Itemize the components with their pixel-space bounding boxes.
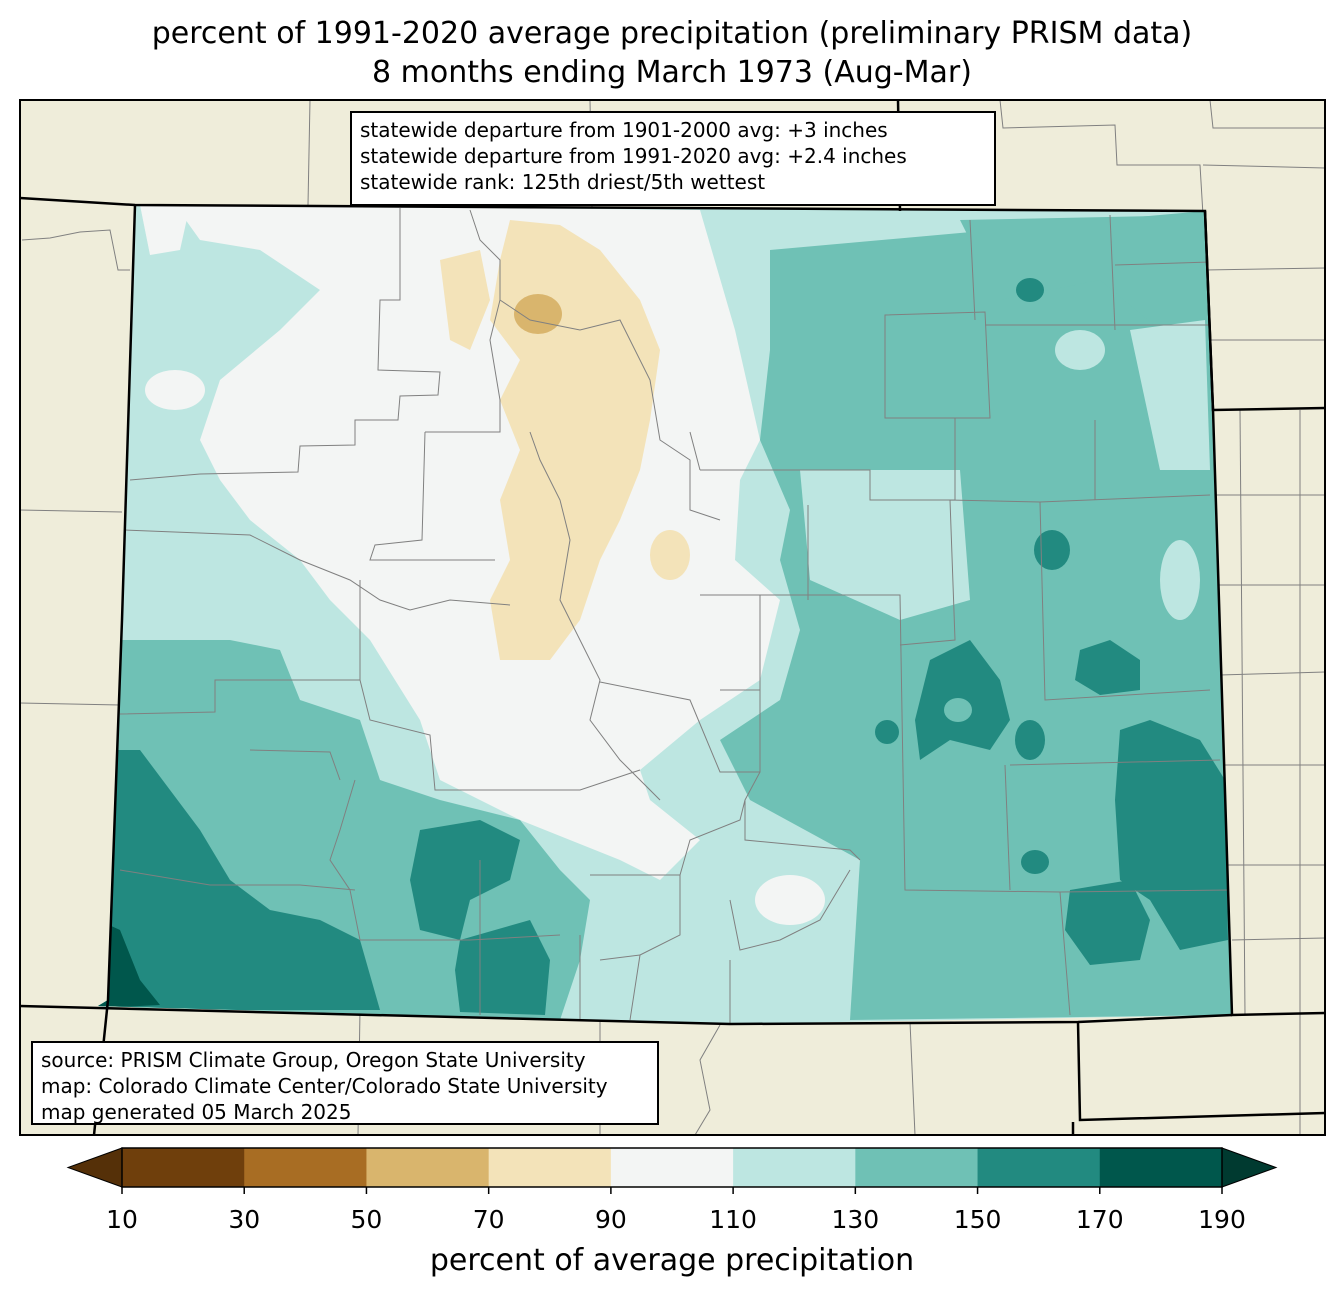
colorbar-segment xyxy=(855,1148,979,1187)
zone-90-110-nw xyxy=(140,205,190,255)
colorbar-segment xyxy=(122,1148,245,1187)
map-title-line-1: percent of 1991-2020 average precipitati… xyxy=(151,16,1193,51)
zone-hole xyxy=(944,698,972,722)
zone-150-170-sw3 xyxy=(455,920,550,1015)
zone-150-170-e5 xyxy=(1015,720,1045,760)
zone-130-150-ne xyxy=(960,215,1210,330)
colorbar-tick-label: 150 xyxy=(953,1205,1002,1234)
stats-departure-1901-2000: statewide departure from 1901-2000 avg: … xyxy=(360,118,888,142)
colorbar-segment xyxy=(977,1148,1101,1187)
colorbar-tick-label: 70 xyxy=(472,1205,505,1234)
zone-150-170-e3 xyxy=(1034,530,1070,570)
colorbar-tick-label: 110 xyxy=(709,1205,757,1234)
map-title-line-2: 8 months ending March 1973 (Aug-Mar) xyxy=(372,55,972,90)
zone-90-110-nw-pocket xyxy=(145,370,205,410)
colorbar-under-arrow xyxy=(66,1147,123,1188)
colorbar xyxy=(66,1147,1278,1194)
source-line: source: PRISM Climate Group, Oregon Stat… xyxy=(41,1048,586,1072)
zone-150-170-e6 xyxy=(1021,850,1049,874)
statewide-stats-box: statewide departure from 1901-2000 avg: … xyxy=(350,111,996,206)
zone-90-110-spot xyxy=(755,875,825,925)
colorbar-tick-label: 130 xyxy=(831,1205,880,1234)
zone-150-170-e2 xyxy=(1075,640,1140,695)
zone-150-170-se2 xyxy=(1065,880,1150,965)
colorbar-segment xyxy=(733,1148,856,1187)
colorbar-tick-label: 50 xyxy=(350,1205,383,1234)
map-frame xyxy=(20,100,1325,1135)
zone-150-170-se xyxy=(1115,720,1228,950)
zone-130-150-east xyxy=(720,211,1232,1020)
zone-70-90-c xyxy=(650,530,690,580)
zone-110-130-east-pocket xyxy=(800,470,970,620)
source-credits-box: source: PRISM Climate Group, Oregon Stat… xyxy=(31,1041,659,1125)
zone-170-190 xyxy=(98,920,160,1008)
colorbar-outline xyxy=(121,1147,1223,1188)
colorbar-tick-label: 30 xyxy=(228,1205,261,1234)
map-frame-border xyxy=(19,99,1326,1136)
stats-departure-1991-2020: statewide departure from 1991-2020 avg: … xyxy=(360,144,907,168)
zone-70-90-b xyxy=(440,250,490,350)
colorbar-over-arrow xyxy=(1221,1147,1278,1188)
colorbar-segment xyxy=(366,1148,490,1187)
colorbar-segment xyxy=(244,1148,367,1187)
zone-90-110-spot-3 xyxy=(540,630,620,770)
zone-110-130-ne-edge xyxy=(1130,320,1210,470)
generated-date-line: map generated 05 March 2025 xyxy=(41,1100,352,1124)
colorbar-tick-label: 170 xyxy=(1075,1205,1124,1234)
zone-150-170-e4 xyxy=(1016,278,1044,302)
zone-110-130-spot xyxy=(1160,540,1200,620)
colorbar-segment xyxy=(610,1148,734,1187)
county-lines xyxy=(119,208,1231,1024)
colorbar-tick-label: 90 xyxy=(594,1205,627,1234)
map-credit-line: map: Colorado Climate Center/Colorado St… xyxy=(41,1074,608,1098)
stats-rank: statewide rank: 125th driest/5th wettest xyxy=(360,170,766,194)
zone-110-130-spot-2 xyxy=(1055,330,1105,370)
colorbar-segment xyxy=(488,1148,612,1187)
zone-150-170-e7 xyxy=(875,720,899,744)
zone-150-170-sw xyxy=(98,750,380,1010)
colorbar-label: percent of average precipitation xyxy=(429,1243,915,1278)
colorbar-segment xyxy=(1099,1148,1223,1187)
colorbar-tick-label: 190 xyxy=(1198,1205,1246,1234)
zone-150-170-sw2 xyxy=(410,820,520,940)
colorbar-tick-label: 10 xyxy=(106,1205,138,1234)
